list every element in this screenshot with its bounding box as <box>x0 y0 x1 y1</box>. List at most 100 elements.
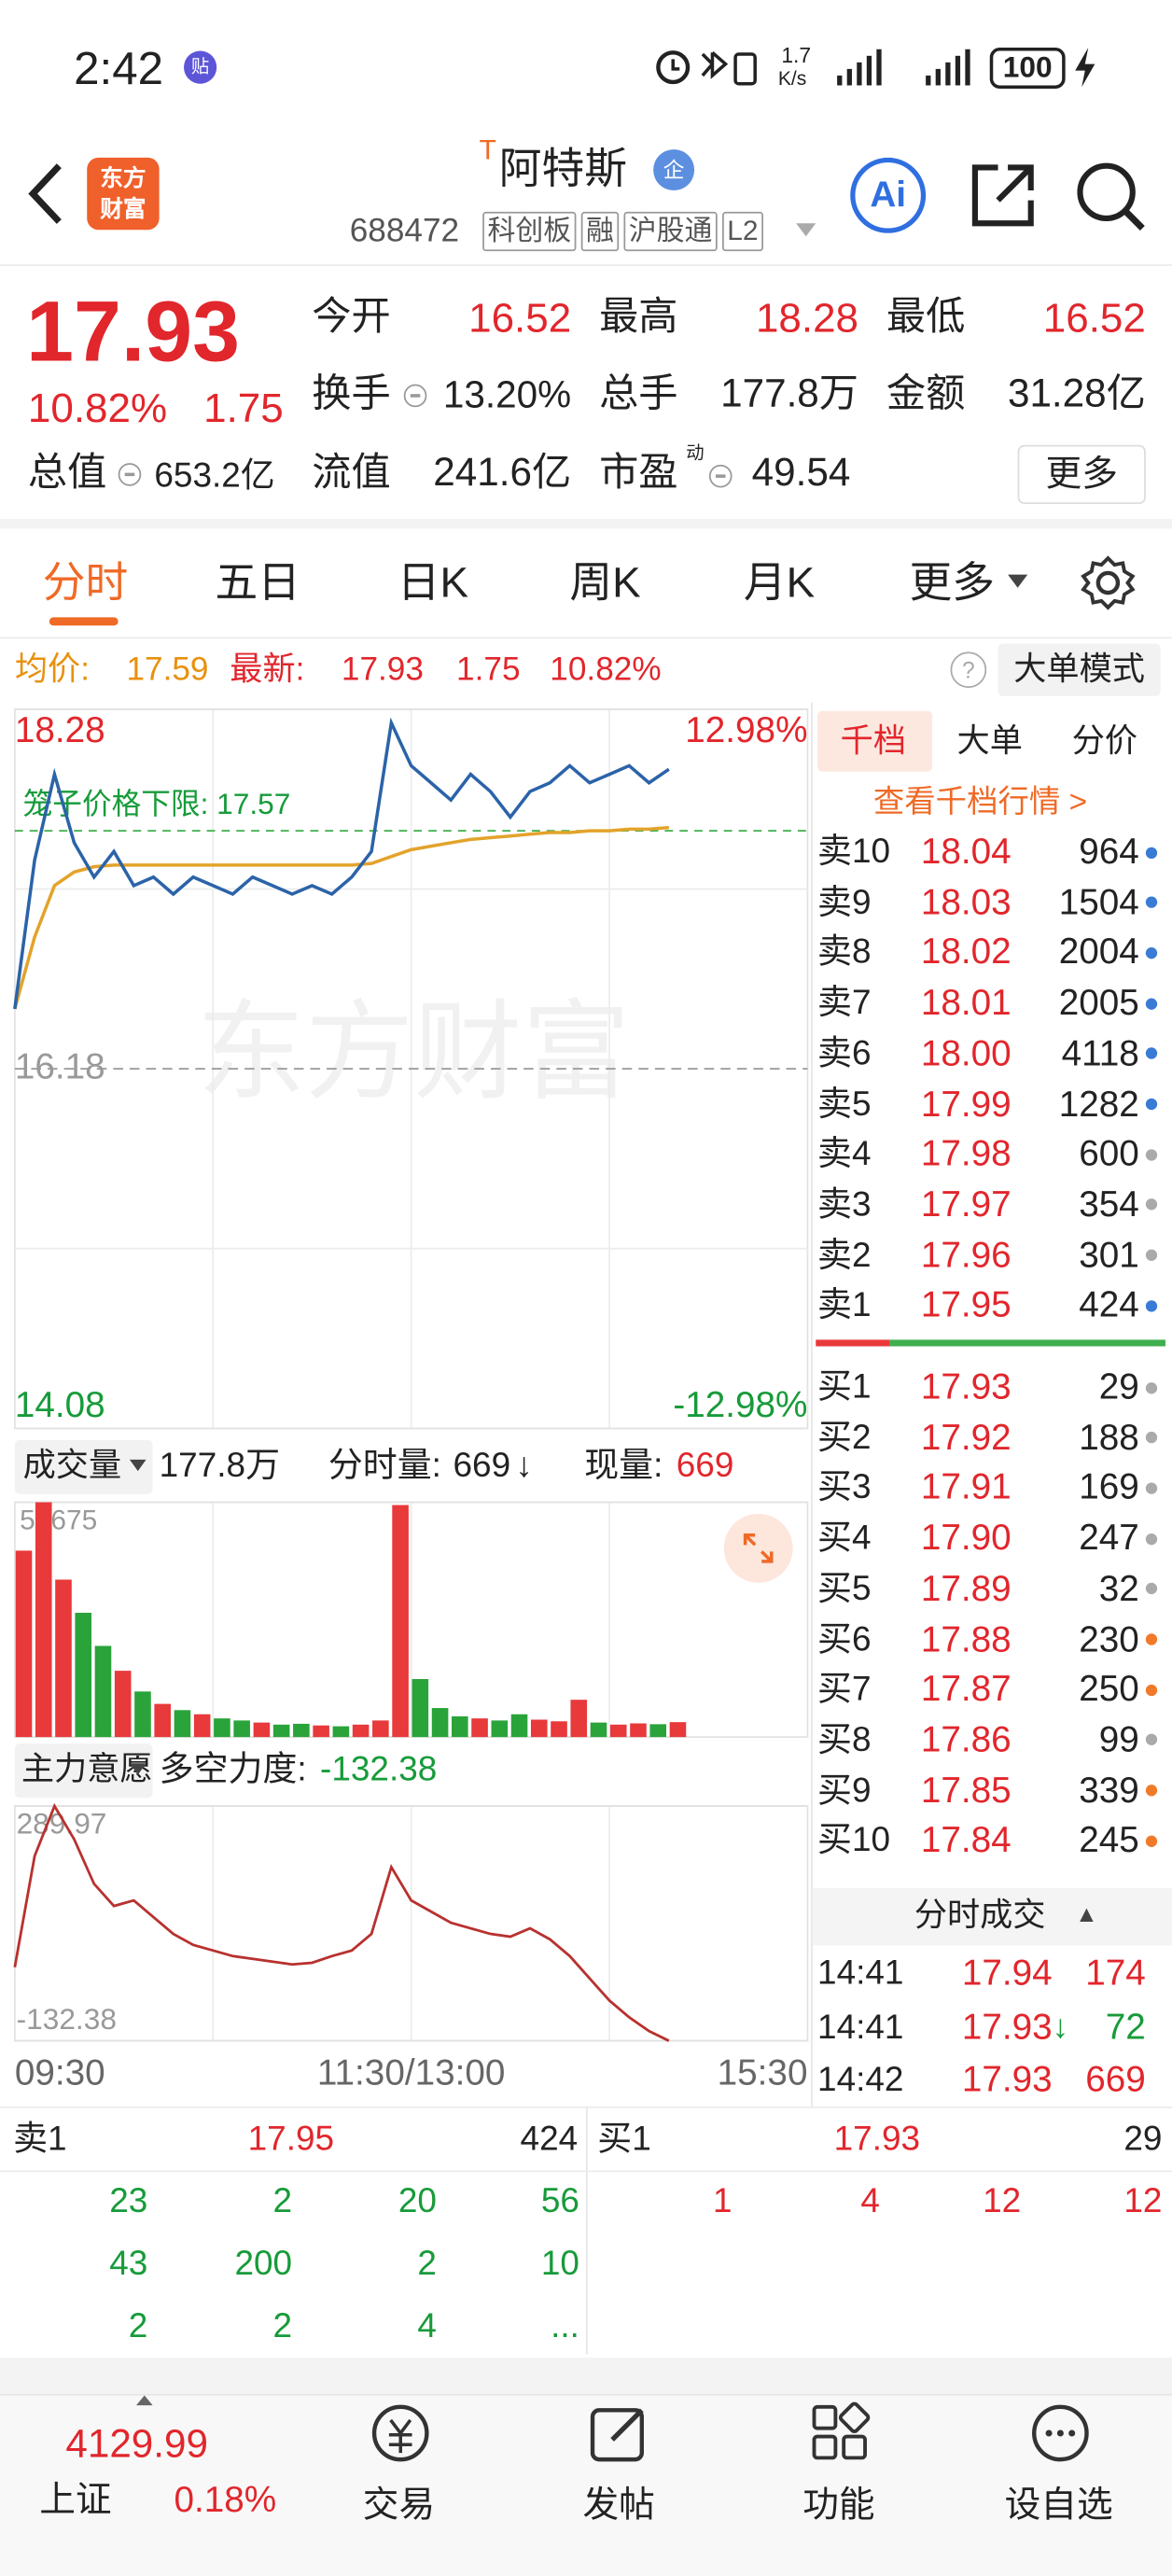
depth-link[interactable]: 查看千档行情 > <box>872 785 1088 820</box>
info-icon <box>118 463 142 486</box>
back-button[interactable] <box>23 161 69 226</box>
net-speed: 1.7 <box>781 43 812 68</box>
tab-underline <box>49 617 119 626</box>
force-metric-label: 多空力度: <box>159 1750 307 1789</box>
trade-arrow: ↓ <box>1052 2009 1069 2045</box>
book-volume: 354 <box>1079 1183 1139 1225</box>
book-dot <box>1145 946 1158 959</box>
volume-bar <box>530 1719 548 1738</box>
trade-volume: 174 <box>1085 1952 1146 1994</box>
queue-ask-volume: 424 <box>520 2120 579 2159</box>
field-label: 市盈 <box>599 451 678 496</box>
field-label: 最高 <box>599 294 678 340</box>
field-value: 13.20% <box>442 372 572 416</box>
book-level: 卖7 <box>817 984 872 1023</box>
volume-selector[interactable] <box>14 1439 153 1494</box>
tab[interactable]: 日K <box>397 557 468 607</box>
bottom-bar <box>0 2393 1172 2576</box>
tab[interactable]: 更多 <box>909 557 996 607</box>
share-button[interactable] <box>969 161 1038 230</box>
ai-button[interactable]: Ai <box>850 157 927 233</box>
volume-bar <box>471 1718 488 1738</box>
watermark: 东方财富 <box>197 991 630 1113</box>
bottom-tab[interactable]: 发帖 <box>582 2484 655 2526</box>
volume-bar <box>570 1700 588 1738</box>
pe-superscript: 动 <box>686 443 705 464</box>
price-line <box>13 825 669 1010</box>
book-price: 17.88 <box>920 1617 1012 1659</box>
trades-header-bg <box>812 1887 1172 1946</box>
book-dot <box>1145 1047 1158 1060</box>
book-level: 买5 <box>817 1570 872 1608</box>
book-price: 18.02 <box>920 931 1012 973</box>
volume-bar <box>253 1722 271 1738</box>
book-volume: 1504 <box>1058 880 1139 922</box>
cage-label-text: 笼子价格下限: <box>23 787 217 820</box>
field-value: 177.8万 <box>720 371 859 417</box>
selector-caret <box>129 1459 146 1472</box>
volume-bar <box>154 1703 171 1738</box>
app-logo: 东方 财富 <box>87 157 160 231</box>
book-level: 卖10 <box>817 833 891 872</box>
index-up-icon <box>136 2395 153 2406</box>
selector-caret <box>129 1763 146 1775</box>
stock-tag: 科创板 <box>482 211 577 252</box>
queue-order: 4 <box>417 2307 437 2345</box>
book-price: 17.95 <box>920 1283 1012 1325</box>
book-tab[interactable]: 大单 <box>956 723 1023 761</box>
field-label: 今开 <box>312 294 391 340</box>
book-tab-active[interactable]: 千档 <box>840 723 907 761</box>
trade-time: 14:41 <box>817 1954 904 1993</box>
divider <box>0 2170 1172 2173</box>
queue-bid-volume: 29 <box>1123 2120 1163 2159</box>
ratio-bar-buy <box>816 1339 890 1347</box>
y-tick-label: 289.97 <box>17 1806 107 1840</box>
book-volume: 964 <box>1079 830 1139 872</box>
book-price: 17.99 <box>920 1082 1012 1124</box>
bottom-tab[interactable]: 设自选 <box>1004 2484 1113 2526</box>
volume-bar <box>551 1721 567 1738</box>
field-label: 流值 <box>312 451 391 496</box>
book-level: 卖2 <box>817 1236 872 1275</box>
force-metric: -132.38 <box>320 1750 438 1789</box>
book-level: 买2 <box>817 1419 872 1457</box>
book-volume: 32 <box>1098 1567 1139 1609</box>
bottom-tab[interactable]: 功能 <box>802 2484 875 2526</box>
trade-volume: 669 <box>1085 2058 1146 2100</box>
book-volume: 29 <box>1098 1365 1139 1407</box>
tab[interactable]: 周K <box>569 557 641 607</box>
book-price: 17.84 <box>920 1819 1012 1861</box>
last-price: 17.93 <box>26 285 241 381</box>
tab[interactable]: 月K <box>743 557 816 607</box>
index-value: 4129.99 <box>65 2422 208 2468</box>
volume-bar <box>630 1723 647 1738</box>
expand-button[interactable] <box>723 1513 793 1583</box>
force-selector[interactable] <box>14 1743 153 1799</box>
field-value: 18.28 <box>755 295 859 342</box>
x-tick-label: 15:30 <box>718 2053 808 2093</box>
book-dot <box>1145 1148 1158 1161</box>
queue-order: 1 <box>712 2182 732 2221</box>
volume-bar <box>94 1645 112 1738</box>
tab-active[interactable]: 分时 <box>42 557 129 607</box>
field-label: 总手 <box>599 371 678 417</box>
bottom-tab[interactable]: 交易 <box>362 2484 436 2526</box>
book-dot <box>1145 997 1158 1010</box>
field-value: 241.6亿 <box>433 451 572 496</box>
volume-bar <box>293 1723 310 1738</box>
book-dot <box>1145 1432 1158 1444</box>
tab[interactable]: 五日 <box>215 557 300 607</box>
panel-divider <box>810 702 813 2107</box>
divider <box>0 637 1172 639</box>
book-tab[interactable]: 分价 <box>1071 723 1138 761</box>
field-label: 换手 <box>312 371 391 417</box>
search-button[interactable] <box>1075 161 1147 232</box>
queue-order: 12 <box>1123 2182 1163 2221</box>
minute-arrow: ↓ <box>515 1447 533 1485</box>
settings-button[interactable] <box>1079 553 1137 612</box>
mode-button[interactable]: 大单模式 <box>998 643 1161 696</box>
volume-bar <box>491 1720 509 1738</box>
book-price: 18.01 <box>920 981 1012 1023</box>
queue-order: 2 <box>272 2307 293 2345</box>
more-button[interactable]: 更多 <box>1017 444 1146 505</box>
